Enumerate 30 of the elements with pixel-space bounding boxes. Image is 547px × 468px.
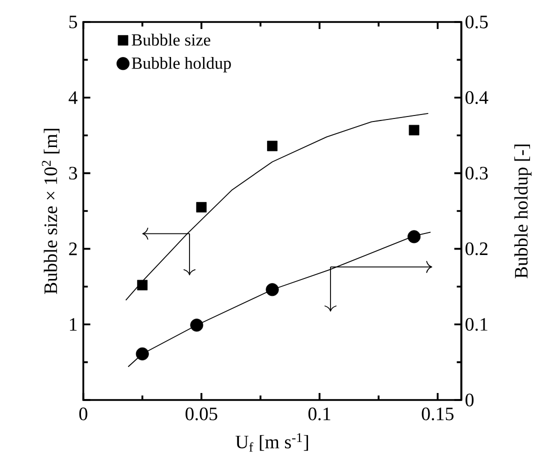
line-series: [125, 113, 429, 301]
y2-tick-label: 0: [466, 394, 474, 406]
x-tick-label: 0.05: [186, 408, 218, 420]
y-axis-title: Bubble size × 10$^{2}$ [m]: [42, 128, 60, 294]
y2-tick-label: 0.5: [466, 16, 488, 28]
legend-label: Bubble holdup: [132, 56, 231, 72]
y-tick-label: 1: [70, 318, 77, 331]
y2-tick-label: 0.3: [466, 166, 488, 180]
point: [136, 347, 149, 360]
point: [196, 202, 207, 212]
point: [408, 230, 421, 244]
line-series: [128, 232, 432, 368]
point: [267, 140, 278, 152]
x-tick-label: 0: [79, 408, 88, 420]
y-tick-label: 3: [69, 166, 78, 180]
x-tick-label: 0.1: [308, 408, 330, 420]
point: [408, 124, 420, 136]
y2-tick-label: 0.1: [466, 318, 488, 331]
y2-tick-label: 0.4: [466, 91, 488, 104]
x-axis-title: U$_{f}$ [m s$^{-1}$]: [236, 433, 308, 452]
y-tick-label: 2: [69, 242, 77, 256]
point: [190, 318, 204, 332]
y2-axis-title: Bubble holdup [-]: [514, 144, 532, 278]
legend-label: Bubble size: [132, 34, 210, 46]
point: [137, 280, 148, 290]
y-tick-label: 4: [68, 91, 78, 104]
y-tick-label: 5: [69, 16, 78, 28]
y2-tick-label: 0.2: [466, 242, 488, 256]
point: [266, 283, 279, 296]
x-tick-label: 0.15: [422, 408, 454, 420]
